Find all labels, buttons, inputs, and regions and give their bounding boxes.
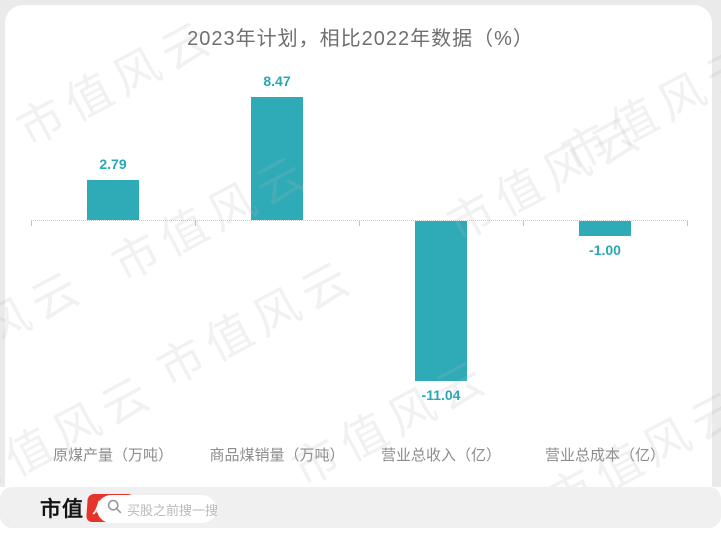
- bar: [415, 221, 467, 381]
- x-axis-category-label: 营业总收入（亿）: [380, 447, 501, 464]
- bar: [579, 221, 631, 236]
- x-axis-tick: [195, 221, 196, 226]
- bar: [251, 97, 303, 220]
- logo[interactable]: 市值 风云: [40, 493, 134, 523]
- chart-title: 2023年计划，相比2022年数据（%）: [187, 28, 534, 50]
- x-axis-tick: [359, 221, 360, 226]
- bar-value-label: -11.04: [421, 387, 461, 403]
- x-axis-tick: [687, 221, 688, 226]
- bar-chart: 2023年计划，相比2022年数据（%） 2.79 原煤产量（万吨） 8.47 商品煤…: [31, 28, 688, 464]
- x-axis-category-label: 商品煤销量（万吨）: [209, 447, 345, 464]
- search-placeholder: 买股之前搜一搜: [127, 502, 219, 518]
- x-axis-tick: [523, 221, 524, 226]
- footer-bar: 市值 风云 买股之前搜一搜: [0, 487, 721, 528]
- magnifier-icon: [107, 499, 122, 519]
- bar-value-label: -1.00: [589, 242, 621, 258]
- x-axis-tick: [31, 221, 32, 226]
- chart-card: [5, 5, 712, 487]
- x-axis-line: [31, 220, 688, 221]
- logo-text: 市值: [40, 497, 84, 521]
- x-axis-category-label: 营业总成本（亿）: [544, 447, 665, 464]
- bar-value-label: 2.79: [99, 156, 127, 172]
- search-bar[interactable]: 买股之前搜一搜: [97, 495, 219, 523]
- x-axis-category-label: 原煤产量（万吨）: [52, 447, 173, 464]
- bar-value-label: 8.47: [263, 73, 291, 89]
- bar: [87, 180, 139, 220]
